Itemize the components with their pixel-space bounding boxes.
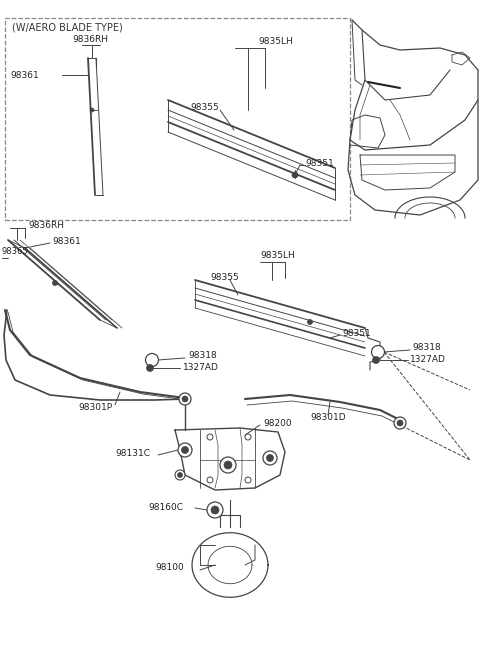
Circle shape: [52, 280, 58, 286]
Circle shape: [207, 502, 223, 518]
Circle shape: [181, 447, 189, 453]
Circle shape: [178, 473, 182, 477]
Text: 98355: 98355: [210, 273, 239, 282]
Text: 9835LH: 9835LH: [260, 251, 295, 259]
Text: 98361: 98361: [52, 236, 81, 246]
Circle shape: [397, 420, 403, 426]
Circle shape: [263, 451, 277, 465]
Text: 98351: 98351: [305, 158, 334, 168]
Text: 98361: 98361: [10, 71, 39, 79]
Circle shape: [220, 457, 236, 473]
Circle shape: [175, 470, 185, 480]
Circle shape: [178, 443, 192, 457]
Circle shape: [179, 393, 191, 405]
Circle shape: [145, 354, 158, 366]
Text: 98351: 98351: [342, 329, 371, 337]
Text: 98100: 98100: [155, 564, 184, 572]
Circle shape: [372, 345, 384, 358]
Text: 98131C: 98131C: [115, 449, 150, 457]
Circle shape: [182, 396, 188, 402]
Text: 98301D: 98301D: [310, 414, 346, 422]
Text: 98160C: 98160C: [148, 504, 183, 513]
Text: (W/AERO BLADE TYPE): (W/AERO BLADE TYPE): [12, 23, 123, 33]
Text: 98355: 98355: [190, 104, 219, 112]
Text: 9836RH: 9836RH: [72, 36, 108, 44]
Bar: [5, 18, 350, 220]
Text: 1327AD: 1327AD: [410, 354, 446, 364]
Circle shape: [245, 434, 251, 440]
Circle shape: [292, 172, 298, 178]
Circle shape: [207, 434, 213, 440]
Circle shape: [224, 461, 232, 469]
Text: 98318: 98318: [412, 343, 441, 352]
Circle shape: [211, 506, 219, 514]
Text: 9836RH: 9836RH: [28, 220, 64, 230]
Circle shape: [146, 364, 154, 372]
Circle shape: [308, 319, 312, 325]
Circle shape: [90, 108, 94, 112]
Circle shape: [394, 417, 406, 429]
Text: 9835LH: 9835LH: [258, 38, 293, 46]
Text: 98301P: 98301P: [78, 403, 112, 412]
Text: 98365: 98365: [2, 248, 29, 257]
Circle shape: [245, 477, 251, 483]
Text: 98318: 98318: [188, 352, 217, 360]
Circle shape: [372, 356, 380, 364]
Circle shape: [266, 455, 274, 461]
Text: 98200: 98200: [263, 418, 292, 428]
Text: 1327AD: 1327AD: [183, 362, 219, 372]
Circle shape: [207, 477, 213, 483]
